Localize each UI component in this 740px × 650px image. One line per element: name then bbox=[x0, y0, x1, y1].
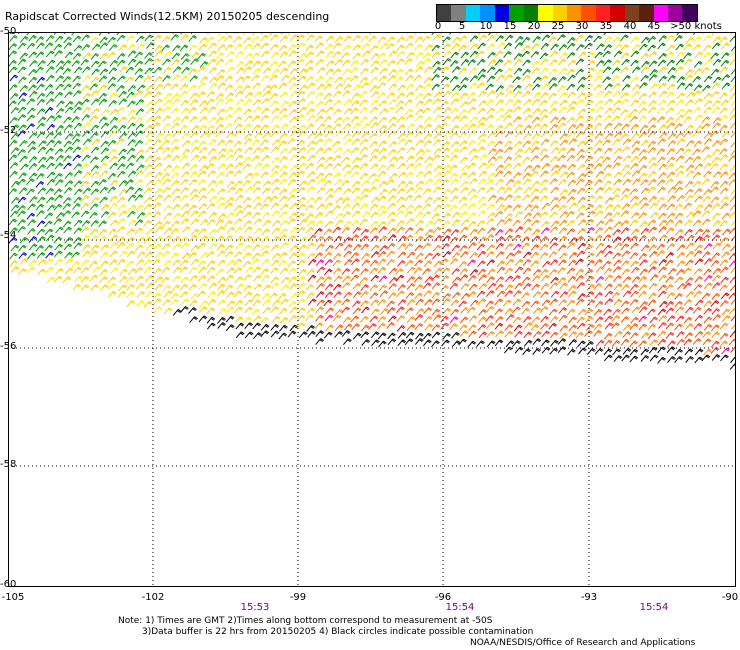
colorbar-label: 20 bbox=[527, 21, 541, 32]
colorbar-segment bbox=[581, 5, 596, 21]
lat-label: -60 bbox=[0, 579, 17, 590]
wind-barb-map bbox=[8, 32, 736, 587]
colorbar-label: 10 bbox=[479, 21, 493, 32]
colorbar-segment bbox=[509, 5, 524, 21]
lat-label: -52 bbox=[0, 125, 17, 136]
time-label: 15:54 bbox=[639, 602, 669, 613]
lat-label: -56 bbox=[0, 341, 17, 352]
colorbar-label: 0 bbox=[434, 21, 442, 32]
colorbar-label: 40 bbox=[623, 21, 637, 32]
colorbar-label: 15 bbox=[503, 21, 517, 32]
note-line-1: Note: 1) Times are GMT 2)Times along bot… bbox=[118, 616, 493, 626]
map-frame bbox=[8, 32, 736, 587]
colorbar-label: 5 bbox=[458, 21, 466, 32]
colorbar-segment bbox=[653, 5, 668, 21]
colorbar-segment bbox=[595, 5, 611, 21]
colorbar-segment bbox=[682, 5, 697, 21]
colorbar-label: 45 bbox=[647, 21, 661, 32]
colorbar-segment bbox=[523, 5, 539, 21]
colorbar-label: >50 knots bbox=[670, 21, 722, 32]
lon-label: -102 bbox=[141, 592, 165, 603]
lat-label: -54 bbox=[0, 230, 17, 241]
colorbar-segment bbox=[639, 5, 654, 21]
colorbar-segment bbox=[552, 5, 567, 21]
lat-label: -58 bbox=[0, 459, 17, 470]
colorbar-segment bbox=[480, 5, 495, 21]
wind-speed-colorbar bbox=[436, 4, 698, 22]
colorbar-segment bbox=[566, 5, 582, 21]
colorbar-segment bbox=[624, 5, 640, 21]
notes: Note: 1) Times are GMT 2)Times along bot… bbox=[118, 616, 533, 638]
colorbar-label: 25 bbox=[551, 21, 565, 32]
colorbar-segment bbox=[668, 5, 683, 21]
lat-lon-grid bbox=[8, 32, 736, 587]
lon-label: -105 bbox=[1, 592, 25, 603]
colorbar-segment bbox=[451, 5, 466, 21]
colorbar-segment bbox=[538, 5, 553, 21]
lat-label: -50 bbox=[0, 26, 17, 37]
time-label: 15:53 bbox=[240, 602, 270, 613]
credit-line: NOAA/NESDIS/Office of Research and Appli… bbox=[470, 638, 696, 648]
map-title: Rapidscat Corrected Winds(12.5KM) 201502… bbox=[5, 10, 330, 23]
colorbar-label: 35 bbox=[599, 21, 613, 32]
lon-label: -93 bbox=[580, 592, 598, 603]
wind-barbs bbox=[8, 32, 736, 370]
colorbar-segment bbox=[494, 5, 510, 21]
colorbar-segment bbox=[610, 5, 625, 21]
lon-label: -96 bbox=[434, 592, 452, 603]
colorbar-segment bbox=[465, 5, 481, 21]
note-line-2: 3)Data buffer is 22 hrs from 20150205 4)… bbox=[142, 627, 534, 637]
lon-label: -90 bbox=[721, 592, 739, 603]
lon-label: -99 bbox=[289, 592, 307, 603]
colorbar-segment bbox=[437, 5, 452, 21]
colorbar-label: 30 bbox=[575, 21, 589, 32]
time-label: 15:54 bbox=[445, 602, 475, 613]
